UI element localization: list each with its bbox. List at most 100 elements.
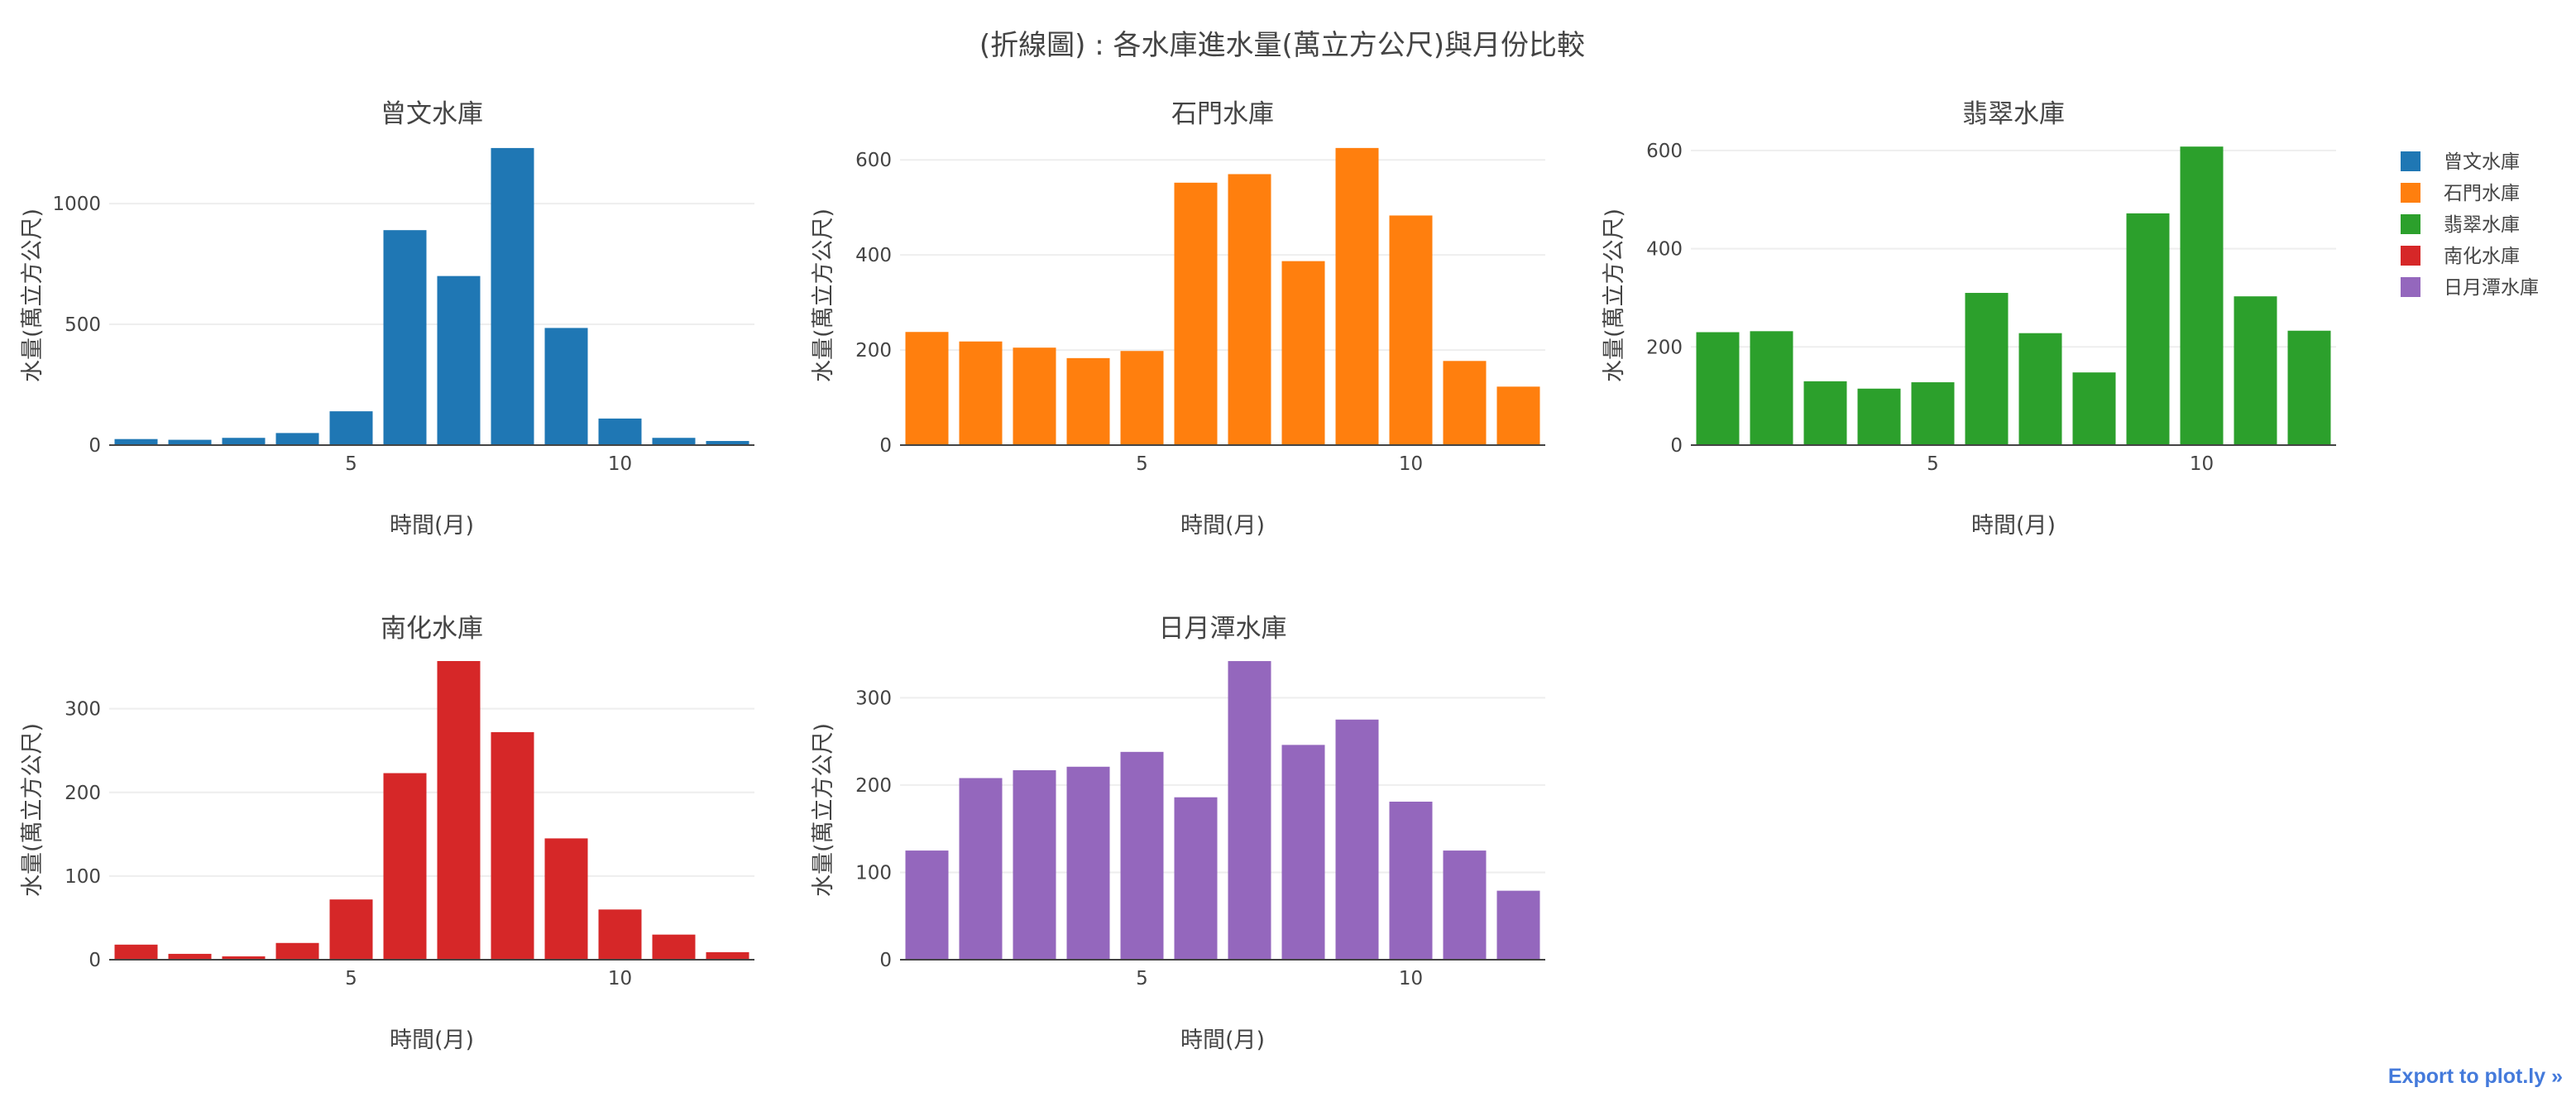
bar-month-4[interactable] [1857, 388, 1901, 445]
x-tick-label: 5 [345, 453, 357, 475]
bar-month-11[interactable] [652, 934, 696, 960]
bar-month-2[interactable] [959, 778, 1003, 960]
bar-month-1[interactable] [114, 438, 158, 445]
legend-label: 日月潭水庫 [2444, 277, 2539, 299]
legend-swatch [2401, 214, 2420, 234]
bar-month-7[interactable] [1228, 661, 1271, 960]
bar-month-1[interactable] [114, 944, 158, 960]
y-tick-label: 100 [65, 866, 101, 888]
bar-month-8[interactable] [1281, 745, 1325, 960]
y-tick-label: 500 [65, 314, 101, 336]
bar-month-8[interactable] [2072, 372, 2116, 445]
bar-month-4[interactable] [1066, 357, 1110, 445]
bar-month-12[interactable] [2287, 330, 2331, 445]
bar-month-2[interactable] [959, 341, 1003, 445]
bar-month-3[interactable] [222, 438, 266, 445]
bar-month-11[interactable] [1443, 850, 1487, 960]
bar-month-10[interactable] [1389, 215, 1433, 445]
bar-month-12[interactable] [1496, 386, 1540, 445]
bar-month-4[interactable] [275, 433, 319, 445]
bar-month-7[interactable] [1228, 174, 1271, 445]
y-tick-label: 200 [65, 783, 101, 804]
bar-month-10[interactable] [598, 418, 642, 445]
y-axis-title: 水量(萬立方公尺) [20, 723, 45, 897]
legend-item[interactable]: 石門水庫 [2401, 183, 2520, 204]
bar-month-11[interactable] [1443, 361, 1487, 445]
x-tick-label: 5 [1927, 453, 1939, 475]
x-tick-label: 5 [1136, 968, 1148, 989]
legend-item[interactable]: 翡翠水庫 [2401, 214, 2520, 236]
bar-month-3[interactable] [1803, 381, 1847, 445]
bar-month-9[interactable] [544, 328, 588, 445]
bar-month-5[interactable] [329, 899, 373, 960]
bar-month-6[interactable] [383, 230, 427, 445]
bar-month-7[interactable] [2018, 333, 2062, 445]
bar-month-9[interactable] [544, 838, 588, 960]
bar-month-10[interactable] [598, 909, 642, 960]
x-tick-label: 10 [1399, 453, 1423, 475]
bar-month-8[interactable] [491, 147, 534, 445]
bar-month-7[interactable] [437, 276, 481, 445]
bar-month-5[interactable] [1120, 351, 1164, 445]
legend-item[interactable]: 日月潭水庫 [2401, 277, 2539, 299]
y-tick-label: 600 [1646, 141, 1683, 162]
y-tick-label: 200 [855, 340, 892, 362]
bar-month-3[interactable] [222, 956, 266, 960]
x-axis-title: 時間(月) [390, 513, 474, 539]
bar-month-1[interactable] [905, 850, 949, 960]
bar-month-12[interactable] [706, 441, 749, 445]
bar-month-6[interactable] [1174, 797, 1218, 960]
bar-month-6[interactable] [383, 773, 427, 960]
bar-month-2[interactable] [168, 439, 212, 445]
legend-label: 南化水庫 [2444, 246, 2520, 267]
bar-month-8[interactable] [491, 731, 534, 960]
subplot-title: 南化水庫 [381, 614, 483, 644]
bar-month-12[interactable] [1496, 890, 1540, 960]
bar-month-11[interactable] [2234, 296, 2277, 445]
bar-month-4[interactable] [1066, 766, 1110, 960]
legend-item[interactable]: 曾文水庫 [2401, 151, 2520, 173]
bar-month-1[interactable] [905, 332, 949, 445]
bar-month-12[interactable] [706, 951, 749, 960]
x-axis-title: 時間(月) [1971, 513, 2056, 539]
y-axis-title: 水量(萬立方公尺) [1602, 208, 1627, 382]
bar-month-5[interactable] [329, 411, 373, 445]
bar-month-4[interactable] [275, 942, 319, 960]
bar-month-8[interactable] [1281, 261, 1325, 445]
bar-month-10[interactable] [2180, 146, 2224, 445]
bar-month-5[interactable] [1911, 382, 1955, 445]
subplot-title: 翡翠水庫 [1962, 99, 2065, 129]
bar-month-1[interactable] [1696, 332, 1740, 445]
bar-month-5[interactable] [1120, 751, 1164, 960]
y-tick-label: 300 [65, 699, 101, 721]
bar-month-6[interactable] [1965, 293, 2009, 445]
x-tick-label: 5 [345, 968, 357, 989]
bar-month-9[interactable] [1335, 147, 1379, 445]
bar-month-9[interactable] [2126, 213, 2170, 445]
x-tick-label: 5 [1136, 453, 1148, 475]
bar-month-2[interactable] [168, 953, 212, 960]
bar-month-10[interactable] [1389, 801, 1433, 960]
legend-item[interactable]: 南化水庫 [2401, 246, 2520, 267]
y-tick-label: 0 [89, 950, 101, 971]
bar-month-9[interactable] [1335, 719, 1379, 960]
y-axis-title: 水量(萬立方公尺) [811, 723, 836, 897]
bar-month-3[interactable] [1013, 347, 1056, 445]
y-tick-label: 100 [855, 862, 892, 884]
bar-month-11[interactable] [652, 438, 696, 445]
bar-month-7[interactable] [437, 661, 481, 960]
bar-month-2[interactable] [1750, 331, 1793, 445]
bar-month-3[interactable] [1013, 769, 1056, 960]
legend-swatch [2401, 151, 2420, 171]
bar-month-6[interactable] [1174, 182, 1218, 446]
export-to-plotly-link[interactable]: Export to plot.ly » [2387, 1065, 2563, 1088]
y-tick-label: 0 [89, 435, 101, 457]
